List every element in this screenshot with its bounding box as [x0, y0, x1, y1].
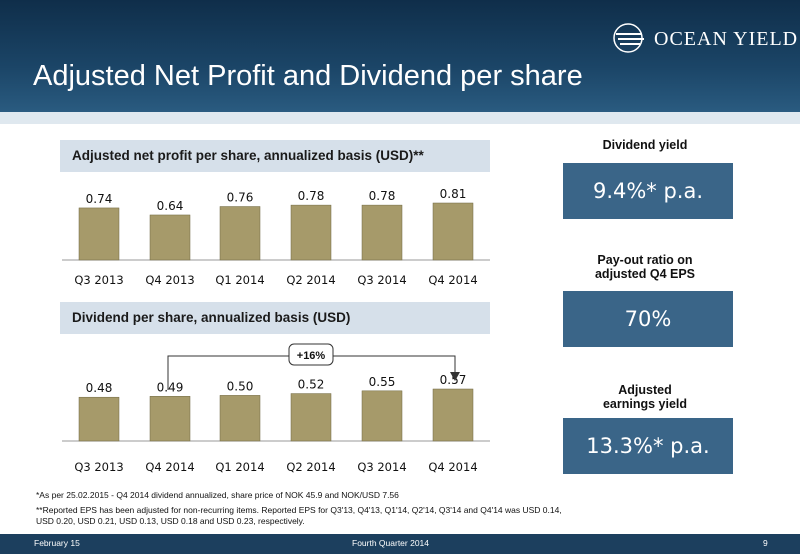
footnote-2: **Reported EPS has been adjusted for non…: [36, 505, 562, 515]
footer-date: February 15: [34, 538, 80, 548]
data-label: 0.52: [298, 378, 325, 392]
bar: [361, 390, 403, 442]
tick-label: Q4 2014: [428, 460, 477, 474]
dps-section-heading: Dividend per share, annualized basis (US…: [60, 302, 490, 334]
data-label: 0.74: [86, 192, 113, 206]
tick-label: Q3 2014: [357, 460, 406, 474]
earnings-yield-value: 13.3%* p.a.: [563, 418, 733, 474]
data-label: 0.76: [227, 191, 254, 205]
growth-label: +16%: [297, 350, 326, 362]
earnings-label-line1: Adjusted: [618, 383, 672, 397]
tick-label: Q4 2014: [428, 273, 477, 287]
payout-label-line2: adjusted Q4 EPS: [594, 267, 696, 281]
growth-arrowhead-icon: [450, 372, 460, 381]
bar: [78, 396, 120, 442]
data-label: 0.49: [157, 380, 184, 394]
page-title: Adjusted Net Profit and Dividend per sha…: [33, 60, 583, 92]
footnote-1: *As per 25.02.2015 - Q4 2014 dividend an…: [36, 490, 399, 500]
tick-label: Q3 2014: [357, 273, 406, 287]
bar: [432, 202, 474, 261]
bar: [432, 388, 474, 442]
data-label: 0.57: [440, 373, 467, 387]
tick-label: Q2 2014: [286, 460, 335, 474]
tick-label: Q3 2013: [74, 460, 123, 474]
tick-label: Q4 2014: [145, 460, 194, 474]
payout-label-line1: Pay-out ratio on: [597, 253, 693, 267]
bar: [149, 396, 191, 442]
bar: [219, 395, 261, 442]
dividend-bar-chart: 0.48 Q3 2013 0.49 Q4 2014 0.50 Q1 2014 0.52 Q2 …: [62, 373, 490, 474]
data-label: 0.48: [86, 381, 113, 395]
growth-annotation: +16%: [167, 343, 460, 390]
earnings-label-line2: earnings yield: [602, 397, 688, 411]
tick-label: Q3 2013: [74, 273, 123, 287]
dividend-yield-value: 9.4%* p.a.: [563, 163, 733, 219]
tick-label: Q1 2014: [215, 460, 264, 474]
growth-label-box: [288, 343, 334, 366]
bar: [290, 204, 332, 261]
bar: [361, 204, 403, 261]
company-logo: OCEAN YIELD: [612, 22, 797, 54]
wave-lines-logo-icon: [613, 23, 644, 53]
data-label: 0.50: [227, 379, 254, 393]
dividend-yield-label: Dividend yield: [602, 138, 688, 152]
payout-value: 70%: [563, 291, 733, 347]
bar: [149, 214, 191, 261]
data-label: 0.55: [369, 375, 396, 389]
data-label: 0.64: [157, 199, 184, 213]
bar: [78, 207, 120, 261]
tick-label: Q4 2013: [145, 273, 194, 287]
bar: [290, 393, 332, 442]
tick-label: Q2 2014: [286, 273, 335, 287]
footer-page-number: 9: [763, 538, 768, 548]
eps-section-heading: Adjusted net profit per share, annualize…: [60, 140, 490, 172]
tick-label: Q1 2014: [215, 273, 264, 287]
data-label: 0.78: [298, 189, 325, 203]
footer-center-text: Fourth Quarter 2014: [352, 538, 430, 548]
logo-text: OCEAN YIELD: [654, 28, 799, 50]
header-band: OCEAN YIELD Adjusted Net Profit and Divi…: [0, 0, 800, 112]
bar: [219, 206, 261, 261]
header-subband: [0, 112, 800, 124]
footnote-3: USD 0.20, USD 0.21, USD 0.13, USD 0.18 a…: [36, 516, 305, 526]
data-label: 0.81: [440, 187, 467, 201]
data-label: 0.78: [369, 189, 396, 203]
eps-bar-chart: 0.74 Q3 2013 0.64 Q4 2013 0.76 Q1 2014 0.78 Q2 …: [62, 187, 490, 287]
footer-bar: February 15 Fourth Quarter 2014 9: [0, 534, 800, 554]
